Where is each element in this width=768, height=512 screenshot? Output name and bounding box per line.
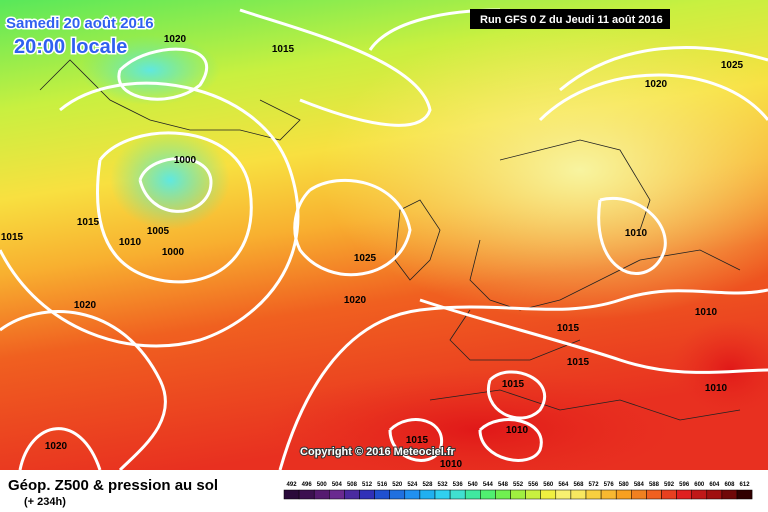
- scale-swatch: [329, 489, 345, 500]
- scale-label: 536: [453, 482, 464, 488]
- scale-label: 532: [438, 482, 449, 488]
- scale-label: 552: [513, 482, 524, 488]
- isobar-label: 1015: [567, 357, 590, 368]
- isobar-label: 1005: [147, 226, 170, 237]
- scale-swatch: [631, 489, 647, 500]
- isobar-labels: 1020 1015 1025 1020 1000 1015 1015 1010 1005 1000…: [1, 34, 744, 470]
- scale-label: 492: [287, 482, 298, 488]
- scale-label: 524: [407, 482, 418, 488]
- scale-swatch: [298, 489, 315, 500]
- scale-swatch: [464, 489, 481, 500]
- scale-swatch: [510, 489, 526, 500]
- scale-label: 604: [709, 482, 720, 488]
- scale-label: 528: [422, 482, 433, 488]
- scale-label: 596: [679, 482, 690, 488]
- color-scale: 492 496 500 504 508 512 516 520 524 528 532 536 540 5…: [283, 482, 753, 500]
- isobar-label: 1015: [1, 232, 24, 243]
- scale-swatch: [359, 489, 375, 500]
- scale-label: 500: [317, 482, 328, 488]
- scale-label: 560: [543, 482, 554, 488]
- scale-swatch: [495, 489, 511, 500]
- scale-label: 512: [362, 482, 373, 488]
- scale-label: 504: [332, 482, 343, 488]
- isobar-label: 1010: [440, 459, 463, 470]
- scale-swatch: [283, 489, 300, 500]
- scale-label: 556: [528, 482, 539, 488]
- scale-label: 612: [740, 482, 751, 488]
- isobar-label: 1010: [625, 228, 648, 239]
- scale-label: 548: [498, 482, 509, 488]
- scale-label: 520: [392, 482, 403, 488]
- isobar-label: 1020: [45, 441, 68, 452]
- scale-label: 564: [558, 482, 569, 488]
- footer-title: Géop. Z500 & pression au sol: [8, 477, 218, 494]
- scale-swatch: [721, 489, 738, 500]
- scale-swatch: [313, 489, 330, 500]
- scale-swatch: [540, 489, 557, 500]
- map-area: [0, 0, 768, 490]
- scale-swatch: [646, 489, 662, 500]
- scale-swatch: [600, 489, 617, 500]
- scale-label: 508: [347, 482, 358, 488]
- isobar-label: 1020: [645, 79, 668, 90]
- isobar-label: 1010: [705, 383, 728, 394]
- scale-swatch: [344, 489, 360, 500]
- scale-label: 600: [694, 482, 705, 488]
- isobar-label: 1020: [74, 300, 97, 311]
- scale-swatch: [404, 489, 421, 500]
- scale-label: 584: [634, 482, 645, 488]
- scale-swatch: [736, 489, 753, 500]
- scale-label: 588: [649, 482, 660, 488]
- isobar-label: 1025: [721, 60, 744, 71]
- scale-swatch: [661, 489, 677, 500]
- run-info: Run GFS 0 Z du Jeudi 11 août 2016: [480, 14, 663, 26]
- scale-swatch: [449, 489, 466, 500]
- isobar-label: 1015: [502, 379, 525, 390]
- scale-swatch: [480, 489, 496, 500]
- isobar-label: 1010: [695, 307, 718, 318]
- scale-swatch: [691, 489, 708, 500]
- scale-swatch: [419, 489, 436, 500]
- isobar-label: 1025: [354, 253, 377, 264]
- local-time: 20:00 locale: [14, 36, 127, 58]
- isobar-label: 1020: [344, 295, 367, 306]
- scale-swatch: [706, 489, 723, 500]
- scale-label: 544: [483, 482, 494, 488]
- isobar-label: 1010: [119, 237, 142, 248]
- scale-swatch: [570, 489, 587, 500]
- scale-label: 592: [664, 482, 675, 488]
- scale-swatch: [525, 489, 541, 500]
- date: Samedi 20 août 2016: [6, 15, 154, 32]
- isobar-label: 1010: [506, 425, 529, 436]
- scale-label: 496: [302, 482, 313, 488]
- scale-swatch: [434, 489, 451, 500]
- scale-label: 576: [604, 482, 615, 488]
- scale-swatch: [555, 489, 572, 500]
- scale-label: 540: [468, 482, 479, 488]
- isobar-label: 1000: [162, 247, 185, 258]
- isobar-label: 1020: [164, 34, 187, 45]
- isobar-label: 1015: [77, 217, 100, 228]
- scale-swatch: [374, 489, 390, 500]
- isobar-label: 1015: [406, 435, 429, 446]
- scale-label: 516: [377, 482, 388, 488]
- scale-label: 568: [573, 482, 584, 488]
- lead-time: (+ 234h): [24, 496, 66, 508]
- scale-swatch: [389, 489, 406, 500]
- run-box: [470, 9, 670, 29]
- scale-swatch: [615, 489, 632, 500]
- isobar-label: 1015: [272, 44, 295, 55]
- scale-label: 608: [724, 482, 735, 488]
- isobar-label: 1000: [174, 155, 197, 166]
- isobar-label: 1015: [557, 323, 580, 334]
- scale-label: 580: [619, 482, 630, 488]
- scale-swatch: [676, 489, 692, 500]
- scale-swatch: [585, 489, 602, 500]
- scale-label: 572: [589, 482, 600, 488]
- copyright: Copyright © 2016 Meteociel.fr: [300, 446, 456, 458]
